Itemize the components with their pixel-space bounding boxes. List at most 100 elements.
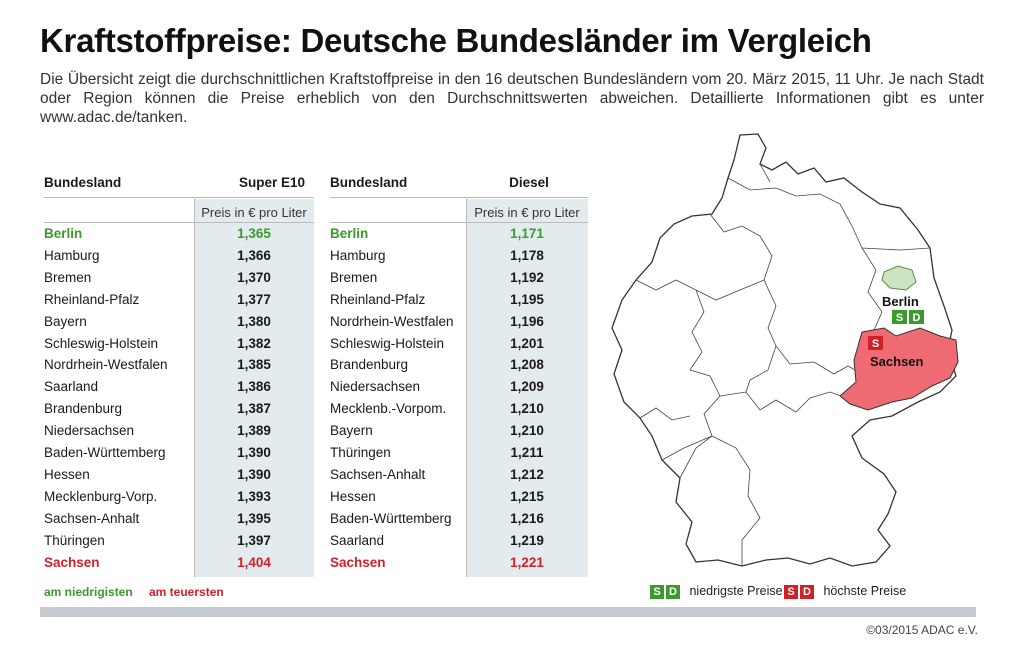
row-price: 1,389	[237, 423, 271, 439]
legend-highest-text: am teuersten	[149, 585, 224, 599]
table-row: Brandenburg 1,208	[330, 354, 588, 376]
legend-low-badge-s: S	[650, 585, 664, 599]
value-column-shade	[194, 199, 314, 577]
table-row: Bremen 1,370	[44, 267, 294, 289]
header-divider	[44, 197, 314, 198]
table-row: Thüringen 1,397	[44, 530, 294, 552]
row-bundesland: Hamburg	[330, 247, 386, 263]
row-price: 1,390	[237, 466, 271, 482]
column-divider	[194, 199, 195, 577]
row-price: 1,178	[510, 247, 544, 263]
footer-bar	[40, 607, 976, 617]
row-price: 1,370	[237, 269, 271, 285]
row-bundesland: Hessen	[44, 466, 90, 482]
table-row: Berlin 1,171	[330, 223, 588, 245]
table-row: Schleswig-Holstein 1,382	[44, 333, 294, 355]
table-row: Rheinland-Pfalz 1,195	[330, 289, 588, 311]
row-bundesland: Sachsen	[44, 554, 100, 570]
row-price: 1,377	[237, 291, 271, 307]
super-unit: Preis in € pro Liter	[201, 205, 307, 220]
table-row: Hamburg 1,178	[330, 245, 588, 267]
row-bundesland: Berlin	[44, 226, 83, 241]
table-row: Niedersachsen 1,209	[330, 376, 588, 398]
table-row: Baden-Württemberg 1,390	[44, 442, 294, 464]
row-bundesland: Brandenburg	[44, 401, 123, 417]
intro-text: Die Übersicht zeigt die durchschnittlich…	[40, 71, 984, 126]
row-bundesland: Niedersachsen	[330, 379, 421, 395]
sachsen-badge-s-text: S	[872, 338, 879, 350]
berlin-state	[881, 265, 917, 291]
diesel-col-bundesland: Bundesland	[330, 175, 408, 190]
berlin-label: Berlin	[882, 294, 919, 309]
table-row: Hessen 1,390	[44, 464, 294, 486]
germany-map: Berlin S D S Sachsen	[611, 133, 959, 567]
row-price: 1,219	[510, 532, 544, 548]
row-price: 1,210	[510, 401, 544, 417]
berlin-badge-d-text: D	[913, 312, 921, 324]
row-price: 1,366	[237, 247, 271, 263]
table-row: Sachsen-Anhalt 1,395	[44, 508, 294, 530]
row-bundesland: Hessen	[330, 488, 376, 504]
row-bundesland: Schleswig-Holstein	[330, 335, 445, 351]
row-bundesland: Thüringen	[330, 445, 391, 460]
table-row: Mecklenb.-Vorpom. 1,210	[330, 398, 588, 420]
row-price: 1,212	[510, 466, 544, 482]
germany-outline	[611, 133, 957, 567]
row-bundesland: Niedersachsen	[44, 423, 135, 439]
row-price: 1,380	[237, 313, 271, 329]
table-row: Sachsen 1,404	[44, 552, 294, 574]
table-row: Bayern 1,210	[330, 420, 588, 442]
row-price: 1,397	[237, 532, 271, 548]
row-price: 1,196	[510, 313, 544, 329]
table-row: Hamburg 1,366	[44, 245, 294, 267]
row-price: 1,192	[510, 269, 544, 285]
table-row: Nordrhein-Westfalen 1,196	[330, 311, 588, 333]
row-price: 1,211	[510, 445, 544, 460]
row-bundesland: Saarland	[330, 532, 385, 548]
row-price: 1,208	[510, 357, 544, 373]
table-row: Niedersachsen 1,389	[44, 420, 294, 442]
row-bundesland: Sachsen-Anhalt	[44, 510, 140, 526]
table-row: Thüringen 1,211	[330, 442, 588, 464]
row-bundesland: Brandenburg	[330, 357, 409, 373]
table-row: Bremen 1,192	[330, 267, 588, 289]
table-row: Saarland 1,386	[44, 376, 294, 398]
berlin-badge-s-text: S	[896, 312, 903, 324]
row-price: 1,387	[237, 401, 271, 417]
sachsen-label: Sachsen	[870, 354, 924, 369]
unit-divider	[44, 222, 314, 223]
row-bundesland: Nordrhein-Westfalen	[44, 357, 168, 373]
row-bundesland: Bayern	[330, 423, 373, 439]
row-bundesland: Sachsen	[330, 554, 386, 570]
table-row: Mecklenburg-Vorp. 1,393	[44, 486, 294, 508]
legend-high-badge-d: D	[800, 585, 814, 599]
row-bundesland: Rheinland-Pfalz	[44, 291, 140, 307]
row-bundesland: Baden-Württemberg	[44, 445, 166, 460]
row-price: 1,393	[237, 488, 271, 504]
row-bundesland: Rheinland-Pfalz	[330, 291, 426, 307]
row-bundesland: Saarland	[44, 379, 99, 395]
row-price: 1,365	[237, 226, 271, 241]
row-bundesland: Schleswig-Holstein	[44, 335, 159, 351]
row-price: 1,195	[510, 291, 544, 307]
row-price: 1,382	[237, 335, 271, 351]
row-bundesland: Thüringen	[44, 532, 105, 548]
copyright: ©03/2015 ADAC e.V.	[866, 623, 978, 637]
super-col-bundesland: Bundesland	[44, 175, 122, 190]
table-row: Sachsen-Anhalt 1,212	[330, 464, 588, 486]
header-divider	[330, 197, 588, 198]
value-column-shade	[466, 199, 588, 577]
legend-low-badge-d: D	[666, 585, 680, 599]
berlin-badge-s	[892, 310, 907, 324]
table-row: Hessen 1,215	[330, 486, 588, 508]
table-row: Berlin 1,365	[44, 223, 294, 245]
row-bundesland: Mecklenb.-Vorpom.	[330, 401, 447, 417]
row-price: 1,201	[510, 335, 544, 351]
table-row: Nordrhein-Westfalen 1,385	[44, 354, 294, 376]
row-price: 1,386	[237, 379, 271, 395]
table-row: Sachsen 1,221	[330, 552, 588, 574]
sachsen-badge-s	[868, 336, 883, 350]
row-bundesland: Mecklenburg-Vorp.	[44, 488, 158, 504]
row-bundesland: Baden-Württemberg	[330, 510, 452, 526]
